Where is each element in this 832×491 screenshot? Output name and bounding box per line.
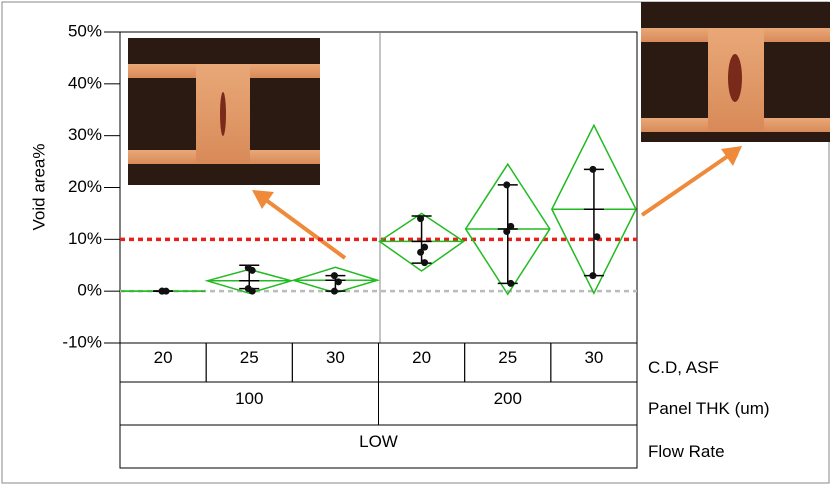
y-tick-label: 40% <box>68 73 102 92</box>
level-label: LOW <box>359 432 398 451</box>
data-point <box>589 272 596 279</box>
level-label: 100 <box>235 389 263 408</box>
data-point <box>593 233 600 240</box>
data-point <box>417 215 424 222</box>
level-label: 200 <box>494 389 522 408</box>
micrograph <box>641 2 830 142</box>
level-name: Flow Rate <box>648 442 725 461</box>
data-point <box>503 228 510 235</box>
level-label: 30 <box>326 348 345 367</box>
arrow <box>642 146 742 215</box>
micrograph <box>128 38 320 185</box>
level-label: 25 <box>240 348 259 367</box>
y-tick-label: 50% <box>68 21 102 40</box>
data-point <box>507 280 514 287</box>
level-name: C.D, ASF <box>648 358 719 377</box>
arrow <box>252 190 345 258</box>
y-tick-label: 30% <box>68 125 102 144</box>
y-tick-label: 20% <box>68 177 102 196</box>
level-name: Panel THK (um) <box>648 399 770 418</box>
y-tick-label: 0% <box>77 281 102 300</box>
level-label: 20 <box>154 348 173 367</box>
data-point <box>249 288 256 295</box>
data-point <box>335 278 342 285</box>
y-axis-label: Void area% <box>29 144 48 231</box>
chart: Void area% -10% 0% 10% 20% 30% 40% 50% 20 25 30 20… <box>0 0 832 486</box>
level-label: 30 <box>584 348 603 367</box>
level-label: 20 <box>412 348 431 367</box>
data-point <box>417 249 424 256</box>
data-point <box>331 288 338 295</box>
y-tick-label: -10% <box>62 332 102 351</box>
data-point <box>331 272 338 279</box>
data-point <box>159 288 166 295</box>
level-label: 25 <box>498 348 517 367</box>
data-point <box>421 259 428 266</box>
data-point <box>589 166 596 173</box>
data-point <box>249 267 256 274</box>
data-point <box>503 181 510 188</box>
y-tick-label: 10% <box>68 229 102 248</box>
